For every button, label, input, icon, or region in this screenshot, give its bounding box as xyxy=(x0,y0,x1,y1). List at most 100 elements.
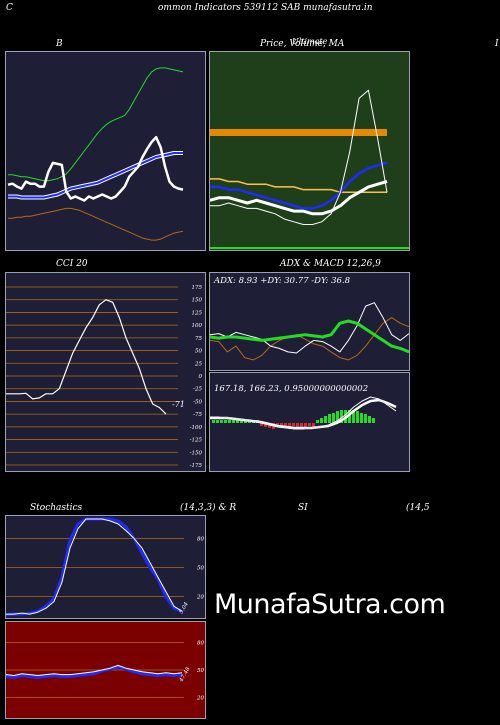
macd-histogram-bar xyxy=(368,416,371,423)
cci-title: CCI 20 xyxy=(56,259,88,269)
macd-histogram-bar xyxy=(276,423,279,426)
header-left-letter: C xyxy=(6,3,13,13)
macd-histogram-bar xyxy=(228,420,231,423)
ultimate-overlay-title: Ultimate xyxy=(292,37,328,46)
stochastics-panel: 80 50 20 5.04 xyxy=(5,515,206,619)
macd-histogram-bar xyxy=(320,418,323,423)
macd-histogram-bar xyxy=(352,410,355,423)
cci-panel: 175 150 125 100 75 50 25 0 -25 -50 -75 -100 -125 -150… xyxy=(5,272,206,472)
adx-minus-dy-line xyxy=(210,317,409,361)
adx-title: ADX & MACD 12,26,9 xyxy=(280,259,381,269)
stoch-d-line xyxy=(6,517,183,617)
cci-tick-label: 0 xyxy=(199,374,203,380)
stoch-k-line xyxy=(6,518,183,615)
macd-histogram-bar xyxy=(340,410,343,423)
cci-tick-label: -25 xyxy=(193,387,202,393)
macd-histogram-bar xyxy=(284,423,287,428)
cci-chart: 175 150 125 100 75 50 25 0 -25 -50 -75 -100 -125 -150… xyxy=(6,285,203,469)
rsi-tick-label: 80 xyxy=(197,640,204,646)
price-ma-short-halo xyxy=(210,180,388,216)
rsi-smoothed-line xyxy=(6,665,183,679)
adx-line xyxy=(210,319,409,354)
macd-chart xyxy=(210,396,397,430)
macd-histogram-bar xyxy=(244,420,247,423)
cci-tick-label: -150 xyxy=(190,450,203,456)
macd-histogram-bar xyxy=(240,420,243,423)
bb-price-line xyxy=(7,135,184,202)
price-ma-band xyxy=(210,129,387,136)
macd-histogram-bar xyxy=(304,423,307,429)
rsi-title: SI xyxy=(298,503,308,513)
cci-value-label: -71 xyxy=(172,400,185,409)
cci-tick-label: 150 xyxy=(192,298,203,304)
macd-histogram-bar xyxy=(332,413,335,423)
stochastics-title: Stochastics xyxy=(30,503,83,513)
macd-histogram-bar xyxy=(212,420,215,423)
rsi-tick-label: 20 xyxy=(196,696,204,702)
macd-histogram-bar xyxy=(296,423,299,427)
header-title: ommon Indicators 539112 SAB munafasutra.… xyxy=(158,3,373,13)
macd-histogram-bar xyxy=(324,416,327,423)
macd-histogram-bar xyxy=(360,413,363,423)
adx-readout: ADX: 8.93 +DY: 30.77 -DY: 36.8 xyxy=(214,276,351,286)
macd-panel: 167.18, 166.23, 0.95000000000002 xyxy=(209,372,410,472)
macd-histogram-bar xyxy=(328,414,331,423)
stoch-tick-label: 50 xyxy=(197,566,204,572)
macd-line xyxy=(210,396,397,430)
macd-readout: 167.18, 166.23, 0.95000000000002 xyxy=(214,384,369,394)
right-edge-title: I xyxy=(495,39,499,49)
bb-middle-band-halo xyxy=(8,151,183,200)
macd-histogram-bar xyxy=(264,423,267,427)
bollinger-chart xyxy=(7,67,184,241)
macd-histogram-bar xyxy=(220,420,223,423)
price-panel xyxy=(209,51,410,251)
cci-tick-label: 25 xyxy=(194,361,202,367)
macd-histogram-bar xyxy=(216,420,219,423)
cci-tick-label: -50 xyxy=(193,399,202,405)
adx-panel: ADX: 8.93 +DY: 30.77 -DY: 36.8 xyxy=(209,272,410,371)
stoch-tick-label: 20 xyxy=(196,595,204,601)
macd-histogram-bar xyxy=(280,423,283,427)
price-ma-short xyxy=(210,161,388,210)
rsi-panel: 80 50 20 47.48 xyxy=(5,621,206,719)
stochastics-chart: 80 50 20 5.04 xyxy=(6,517,204,617)
cci-tick-label: -100 xyxy=(190,425,203,431)
macd-histogram-bar xyxy=(292,423,295,426)
cci-tick-label: 50 xyxy=(195,349,202,355)
macd-histogram-bar xyxy=(336,411,339,423)
cci-tick-label: 175 xyxy=(192,285,203,291)
macd-histogram-bar xyxy=(232,420,235,423)
macd-histogram-bar xyxy=(288,423,291,429)
rsi-title-right: (14,5 xyxy=(406,503,430,513)
price-chart xyxy=(210,89,409,249)
macd-histogram-bar xyxy=(316,420,319,423)
cci-line xyxy=(6,299,167,415)
macd-histogram-bar xyxy=(312,423,315,427)
macd-histogram-bar xyxy=(224,420,227,423)
bollinger-title: B xyxy=(56,39,63,49)
stoch-value-label: 5.04 xyxy=(179,601,191,615)
macd-histogram-bar xyxy=(308,423,311,426)
adx-plus-dy-line xyxy=(210,302,409,354)
macd-histogram-bar xyxy=(364,414,367,423)
macd-histogram-bar xyxy=(348,410,351,423)
rsi-line xyxy=(6,664,183,676)
cci-tick-label: -125 xyxy=(190,438,203,444)
bb-lower-band xyxy=(8,207,184,241)
rsi-tick-label: 50 xyxy=(197,668,204,674)
bb-middle-band xyxy=(8,152,183,199)
stochastics-title-right: (14,3,3) & R xyxy=(180,503,237,513)
cci-tick-label: -175 xyxy=(190,463,203,469)
cci-tick-label: -75 xyxy=(193,412,202,418)
price-title: Price, Volume, MA xyxy=(260,39,345,49)
macd-histogram-bar xyxy=(356,411,359,423)
adx-chart xyxy=(210,302,409,361)
macd-histogram-bar xyxy=(260,423,263,426)
cci-tick-label: 100 xyxy=(192,323,203,329)
watermark: MunafaSutra.com xyxy=(214,589,446,620)
cci-tick-label: 125 xyxy=(192,310,203,316)
stoch-tick-label: 80 xyxy=(197,536,204,542)
macd-histogram-bar xyxy=(300,423,303,428)
bollinger-panel xyxy=(5,51,206,251)
